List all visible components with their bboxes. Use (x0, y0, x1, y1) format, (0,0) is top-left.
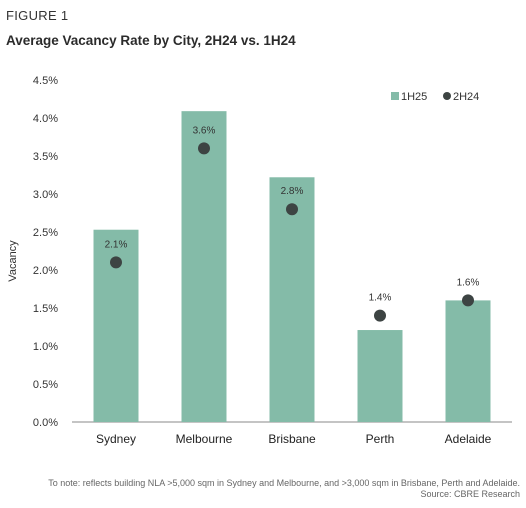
dot-2h24 (286, 203, 298, 216)
category-label: Brisbane (268, 432, 316, 446)
legend-label-1h25: 1H25 (401, 91, 427, 103)
category-label: Melbourne (176, 432, 233, 446)
dot-2h24 (198, 142, 210, 155)
data-label: 1.4% (369, 293, 392, 304)
data-label: 2.1% (105, 239, 128, 250)
category-label: Sydney (96, 432, 136, 446)
y-tick-label: 3.5% (33, 151, 58, 163)
chart-title: Average Vacancy Rate by City, 2H24 vs. 1… (6, 33, 296, 48)
bar-1h25 (445, 300, 491, 422)
data-label: 2.8% (281, 186, 304, 197)
y-tick-label: 0.0% (33, 417, 58, 429)
figure-label: FIGURE 1 (6, 8, 69, 23)
y-tick-label: 0.5% (33, 379, 58, 391)
footnote-nla: To note: reflects building NLA >5,000 sq… (48, 478, 520, 488)
dot-2h24 (110, 256, 122, 269)
bar-1h25 (357, 330, 403, 422)
category-label: Perth (366, 432, 395, 446)
y-tick-label: 4.0% (33, 113, 58, 125)
y-tick-label: 4.5% (33, 75, 58, 87)
y-axis-label: Vacancy (7, 240, 19, 282)
data-label: 3.6% (193, 125, 216, 136)
y-tick-label: 1.5% (33, 303, 58, 315)
y-tick-label: 1.0% (33, 341, 58, 353)
bar-1h25 (181, 111, 227, 422)
data-label: 1.6% (457, 277, 480, 288)
footnote-source: Source: CBRE Research (420, 489, 520, 499)
legend-label-2h24: 2H24 (453, 91, 479, 103)
dot-2h24 (462, 294, 474, 307)
y-tick-label: 2.0% (33, 265, 58, 277)
legend-swatch-2h24 (443, 92, 451, 100)
footnote: To note: reflects building NLA >5,000 sq… (0, 478, 520, 500)
dot-2h24 (374, 309, 386, 322)
y-tick-label: 3.0% (33, 189, 58, 201)
y-tick-label: 2.5% (33, 227, 58, 239)
category-label: Adelaide (445, 432, 492, 446)
bar-1h25 (269, 177, 315, 422)
legend-swatch-1h25 (391, 92, 399, 100)
